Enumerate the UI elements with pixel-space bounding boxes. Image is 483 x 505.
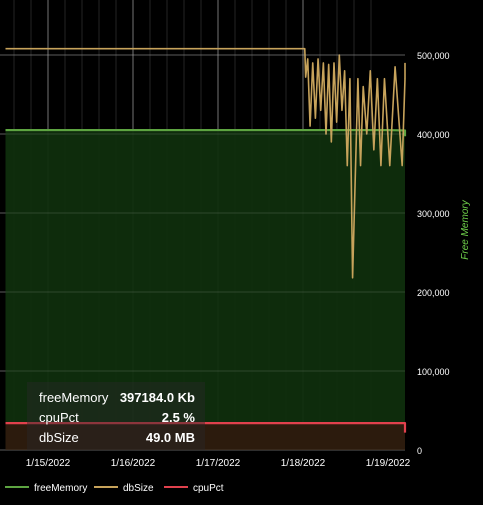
tooltip-label: freeMemory bbox=[39, 390, 109, 405]
freeMemory-area bbox=[5, 130, 405, 451]
legend-label-cpuPct[interactable]: cpuPct bbox=[193, 483, 224, 494]
tooltip: freeMemory 397184.0 Kb cpuPct 2.5 % dbSi… bbox=[27, 382, 205, 450]
y-tick-label: 0 bbox=[417, 446, 422, 456]
tooltip-value: 49.0 MB bbox=[145, 430, 195, 445]
x-tick-label: 1/19/2022 bbox=[366, 458, 411, 469]
tooltip-row-dbsize: dbSize 49.0 MB bbox=[39, 428, 195, 448]
tooltip-value: 2.5 % bbox=[161, 410, 195, 425]
x-tick-label: 1/17/2022 bbox=[196, 458, 241, 469]
x-tick-label: 1/16/2022 bbox=[111, 458, 156, 469]
tooltip-label: cpuPct bbox=[39, 410, 79, 425]
y-tick-label: 100,000 bbox=[417, 367, 450, 377]
y-tick-label: 500,000 bbox=[417, 51, 450, 61]
x-tick-label: 1/18/2022 bbox=[281, 458, 326, 469]
legend-label-dbSize[interactable]: dbSize bbox=[123, 483, 154, 494]
legend-label-freeMemory[interactable]: freeMemory bbox=[34, 483, 87, 494]
freeMemory-line bbox=[5, 128, 407, 137]
tooltip-label: dbSize bbox=[39, 430, 79, 445]
cpuPct-line bbox=[5, 422, 407, 433]
y-tick-label: 300,000 bbox=[417, 209, 450, 219]
tooltip-row-freememory: freeMemory 397184.0 Kb bbox=[39, 388, 195, 408]
dbSize-line bbox=[5, 47, 406, 279]
x-tick-label: 1/15/2022 bbox=[26, 458, 71, 469]
cpuPct-area bbox=[5, 423, 405, 450]
y-axis-title: Free Memory bbox=[460, 199, 471, 259]
y-tick-label: 200,000 bbox=[417, 288, 450, 298]
tooltip-row-cpupct: cpuPct 2.5 % bbox=[39, 408, 195, 428]
tooltip-value: 397184.0 Kb bbox=[119, 390, 195, 405]
y-tick-label: 400,000 bbox=[417, 130, 450, 140]
